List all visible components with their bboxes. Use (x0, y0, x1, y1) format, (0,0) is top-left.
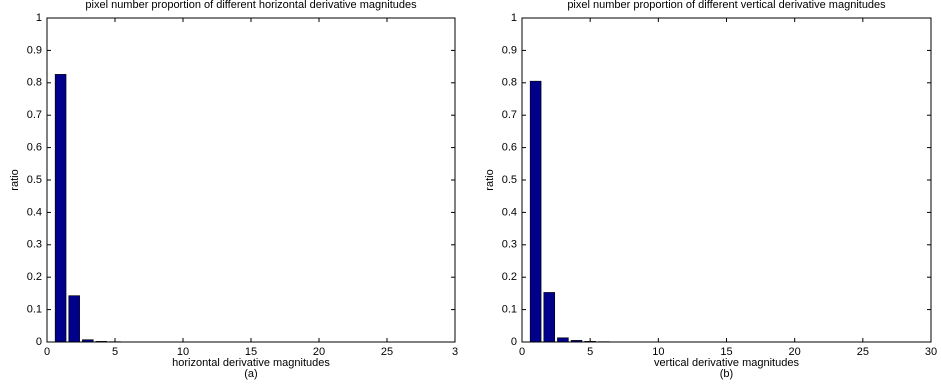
x-axis-label: vertical derivative magnitudes (654, 357, 799, 369)
y-tick-label: 0.4 (502, 206, 517, 218)
y-tick-label: 0 (36, 336, 42, 348)
y-tick-label: 0.3 (27, 239, 42, 251)
chart-title: pixel number proportion of different hor… (85, 0, 417, 11)
chart-title: pixel number proportion of different ver… (567, 0, 886, 11)
x-tick-label: 0 (44, 346, 50, 358)
y-tick-label: 0.5 (502, 174, 517, 186)
y-tick-label: 0.9 (502, 44, 517, 56)
x-tick-label: 30 (925, 346, 937, 358)
x-axis-label: horizontal derivative magnitudes (172, 357, 330, 369)
y-tick-label: 0.1 (27, 304, 42, 316)
x-tick-label: 5 (587, 346, 593, 358)
y-tick-label: 0.7 (502, 109, 517, 121)
x-tick-label: 0 (519, 346, 525, 358)
bar (68, 295, 80, 343)
y-axis-label: ratio (9, 169, 21, 190)
x-tick-label: 15 (720, 346, 732, 358)
x-tick-label: 25 (857, 346, 869, 358)
x-tick-label: 10 (177, 346, 189, 358)
caption: (b) (720, 368, 733, 380)
y-tick-label: 0.2 (27, 271, 42, 283)
x-tick-label: 15 (245, 346, 257, 358)
y-axis-label: ratio (484, 169, 496, 190)
bar (543, 292, 556, 343)
x-tick-label: 20 (789, 346, 801, 358)
y-tick-label: 0.7 (27, 109, 42, 121)
y-tick-label: 0.2 (502, 271, 517, 283)
x-tick-label: 10 (652, 346, 664, 358)
bar (529, 80, 542, 343)
y-tick-label: 0.3 (502, 239, 517, 251)
y-tick-label: 0 (511, 336, 517, 348)
x-tick-label: 20 (313, 346, 325, 358)
bar (54, 74, 67, 343)
x-tick-label: 3 (452, 346, 458, 358)
y-tick-label: 0.6 (27, 142, 42, 154)
x-tick-label: 25 (381, 346, 393, 358)
y-tick-label: 0.6 (502, 142, 517, 154)
y-tick-label: 0.5 (27, 174, 42, 186)
y-tick-label: 1 (36, 12, 42, 24)
y-tick-label: 1 (511, 12, 517, 24)
y-tick-label: 0.9 (27, 44, 42, 56)
bar (557, 337, 569, 343)
y-tick-label: 0.8 (502, 77, 517, 89)
caption: (a) (244, 368, 257, 380)
y-tick-label: 0.8 (27, 77, 42, 89)
y-tick-label: 0.4 (27, 206, 42, 218)
axes-box (46, 17, 456, 343)
y-tick-label: 0.1 (502, 304, 517, 316)
x-tick-label: 5 (112, 346, 118, 358)
axes-box (521, 17, 932, 343)
